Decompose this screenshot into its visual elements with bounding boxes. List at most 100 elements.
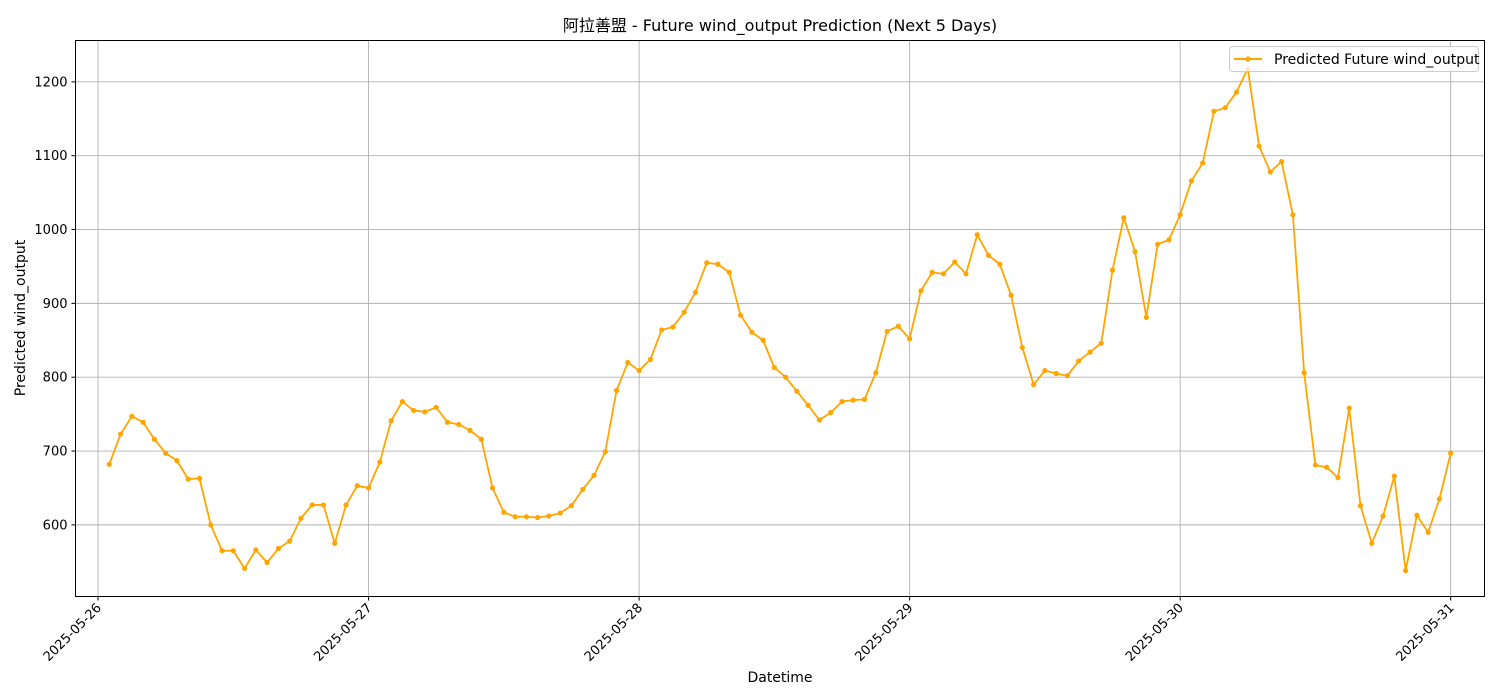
data-point (692, 289, 699, 295)
data-point (117, 431, 124, 437)
data-point (749, 329, 755, 335)
data-point (1211, 108, 1217, 114)
series-line (108, 67, 1452, 572)
data-point (523, 514, 529, 520)
data-point (1076, 358, 1082, 364)
data-point (332, 540, 338, 546)
data-point (929, 269, 935, 275)
data-point (1279, 158, 1285, 165)
data-point (794, 388, 800, 394)
data-point (106, 461, 112, 467)
data-point (241, 565, 248, 572)
data-point (737, 312, 744, 318)
data-point (1391, 473, 1397, 479)
series-predicted-future-wind-output (106, 65, 1454, 574)
data-point (659, 327, 665, 333)
data-point (422, 409, 428, 415)
data-point (805, 402, 811, 408)
data-point (219, 548, 225, 554)
data-point (309, 502, 315, 508)
data-point (760, 337, 766, 343)
grid (75, 40, 1485, 597)
data-point (783, 374, 789, 380)
data-point (985, 252, 992, 258)
data-point (1346, 405, 1352, 411)
y-tick-label: 1000 (34, 223, 67, 238)
data-point (625, 359, 631, 366)
data-point (952, 259, 958, 265)
data-point (1403, 568, 1409, 574)
data-point (140, 419, 146, 425)
data-point (1053, 370, 1059, 377)
data-point (478, 436, 484, 442)
data-point (557, 510, 563, 516)
data-point (963, 271, 969, 277)
data-point (196, 475, 203, 481)
data-point (1425, 529, 1431, 535)
data-point (411, 407, 417, 414)
data-point (320, 502, 327, 508)
data-point (377, 459, 383, 465)
data-point (1008, 292, 1014, 298)
data-point (1335, 475, 1341, 481)
data-point (839, 398, 845, 405)
data-point (1290, 212, 1296, 218)
data-point (647, 356, 653, 363)
y-axis: 600 700 800 900 1000 1100 1200 (34, 75, 76, 533)
data-point (1121, 215, 1127, 221)
data-point (1109, 267, 1116, 273)
data-point (918, 288, 924, 294)
data-point (1380, 513, 1386, 519)
data-point (636, 367, 642, 374)
data-point (1166, 237, 1172, 243)
data-point (129, 413, 135, 419)
data-point (253, 547, 259, 553)
y-tick-label: 1200 (34, 75, 67, 90)
plot-area-frame (75, 40, 1485, 597)
data-point (501, 509, 507, 515)
data-point (1031, 381, 1037, 388)
data-point (907, 336, 913, 342)
legend-label: Predicted Future wind_output (1274, 52, 1480, 68)
data-point (343, 502, 349, 508)
data-point (1042, 367, 1048, 374)
data-point (1357, 503, 1364, 509)
data-point (1301, 370, 1307, 376)
data-point (1436, 496, 1443, 502)
data-point (715, 261, 721, 267)
data-point (354, 483, 360, 489)
data-point (1132, 249, 1138, 255)
data-point (681, 309, 687, 315)
data-point (704, 260, 710, 266)
data-point (591, 472, 597, 479)
data-point (1098, 340, 1104, 346)
legend-marker-swatch (1245, 56, 1251, 62)
data-point (1177, 212, 1183, 218)
data-point (1267, 169, 1273, 175)
data-point (828, 410, 834, 416)
data-point (1222, 105, 1228, 111)
data-point (940, 271, 947, 277)
data-point (151, 436, 157, 442)
data-point (670, 324, 676, 330)
data-point (895, 323, 901, 329)
data-point (1324, 464, 1330, 470)
data-point (467, 427, 473, 433)
data-point (287, 538, 293, 544)
data-point (433, 404, 439, 411)
data-point (873, 370, 879, 376)
data-point (1143, 314, 1149, 320)
data-point (974, 232, 980, 238)
data-point (535, 514, 541, 521)
data-point (1312, 462, 1319, 468)
data-point (546, 513, 552, 519)
data-point (298, 515, 304, 521)
data-point (1448, 450, 1454, 456)
data-point (1200, 160, 1206, 166)
data-point (388, 418, 394, 424)
chart-title: 阿拉善盟 - Future wind_output Prediction (Ne… (563, 16, 997, 36)
y-tick-label: 600 (43, 518, 68, 533)
data-point (602, 449, 608, 455)
